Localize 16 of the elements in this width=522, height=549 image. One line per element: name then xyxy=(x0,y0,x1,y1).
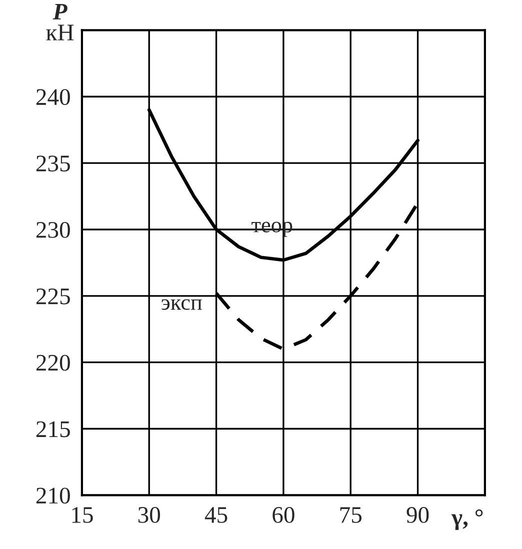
y-tick-label: 220 xyxy=(36,354,70,371)
y-tick-label: 225 xyxy=(36,288,70,304)
y-tick-label: 210 xyxy=(36,488,70,504)
y-tick-label: 235 xyxy=(36,156,70,172)
y-axis-title: P кН xyxy=(46,4,74,40)
x-axis-title: γ, ° xyxy=(451,509,483,530)
x-tick-label: 45 xyxy=(204,507,228,523)
x-tick-label: 30 xyxy=(138,506,160,523)
y-tick-label: 215 xyxy=(36,421,70,438)
x-tick-label: 75 xyxy=(340,507,362,523)
x-tick-label: 15 xyxy=(72,507,93,523)
x-tick-label: 60 xyxy=(272,506,294,523)
series-label: эксп xyxy=(162,299,202,310)
x-tick-label: 90 xyxy=(406,506,429,523)
y-tick-label: 240 xyxy=(36,89,70,106)
y-tick-label: 230 xyxy=(36,222,70,238)
